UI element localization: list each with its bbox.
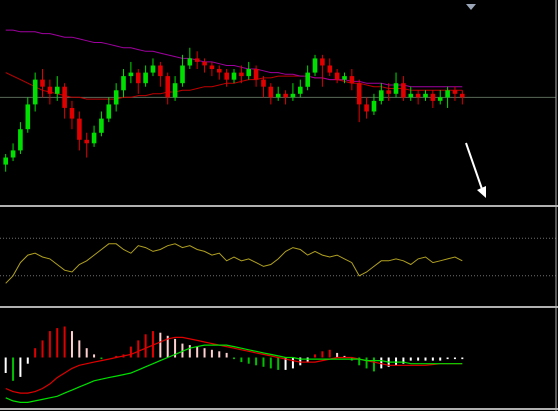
candle [393, 83, 399, 94]
macd-line [5, 344, 463, 403]
candle [430, 93, 436, 101]
candle [84, 139, 89, 144]
candle [298, 86, 303, 94]
candle [283, 93, 288, 98]
candle [364, 104, 369, 112]
candle [209, 65, 215, 69]
candle [10, 150, 16, 158]
arrow-down-right-icon [477, 186, 486, 198]
candle [3, 157, 8, 165]
candle [91, 132, 97, 144]
candle [445, 90, 450, 98]
candle [239, 72, 244, 77]
candle [172, 83, 178, 98]
moving-average-line [5, 72, 463, 100]
candle [452, 90, 458, 94]
candle [305, 72, 310, 87]
candle [69, 108, 75, 119]
candle [320, 58, 325, 66]
candle [18, 129, 23, 151]
candle [47, 86, 53, 94]
candle [55, 86, 60, 94]
candle [356, 83, 362, 105]
candle [423, 93, 428, 98]
candle [121, 76, 126, 91]
candle [246, 69, 251, 77]
candle [32, 79, 38, 105]
candle [349, 76, 355, 84]
candle [128, 72, 134, 77]
moving-average-line [5, 29, 463, 88]
candle [194, 58, 200, 62]
rsi-panel[interactable] [0, 237, 556, 284]
candle [62, 86, 67, 108]
macd-panel[interactable] [4, 326, 464, 403]
candle [401, 83, 406, 98]
price-panel[interactable] [0, 29, 556, 198]
candle [415, 93, 421, 98]
candle [275, 93, 281, 98]
candle [231, 72, 237, 80]
candle [312, 58, 318, 73]
candle [25, 104, 31, 130]
candle [99, 118, 104, 133]
candle [165, 76, 170, 98]
candle [334, 72, 340, 80]
candle [40, 79, 45, 87]
candle [327, 65, 333, 73]
candle [408, 93, 414, 98]
candle [261, 79, 266, 87]
candle [180, 65, 185, 84]
candle [437, 97, 443, 101]
candle [106, 104, 112, 119]
candle [460, 93, 465, 98]
candle [268, 86, 274, 98]
candle [77, 118, 82, 140]
candle [202, 61, 207, 66]
macd-line [5, 336, 463, 394]
candle [342, 76, 347, 80]
candle [379, 90, 384, 101]
triangle-down-icon [466, 4, 476, 10]
candle [224, 72, 229, 80]
candle [217, 69, 222, 73]
candle [187, 58, 193, 66]
candle [143, 72, 148, 84]
rsi-line [5, 243, 463, 284]
candle [371, 100, 377, 112]
candle [253, 69, 259, 80]
candle [150, 65, 156, 73]
candle [158, 65, 163, 77]
candle [386, 90, 391, 94]
arrow-down-right-icon [465, 142, 484, 193]
candle [290, 93, 296, 98]
candle [136, 72, 141, 84]
candle [113, 90, 119, 105]
